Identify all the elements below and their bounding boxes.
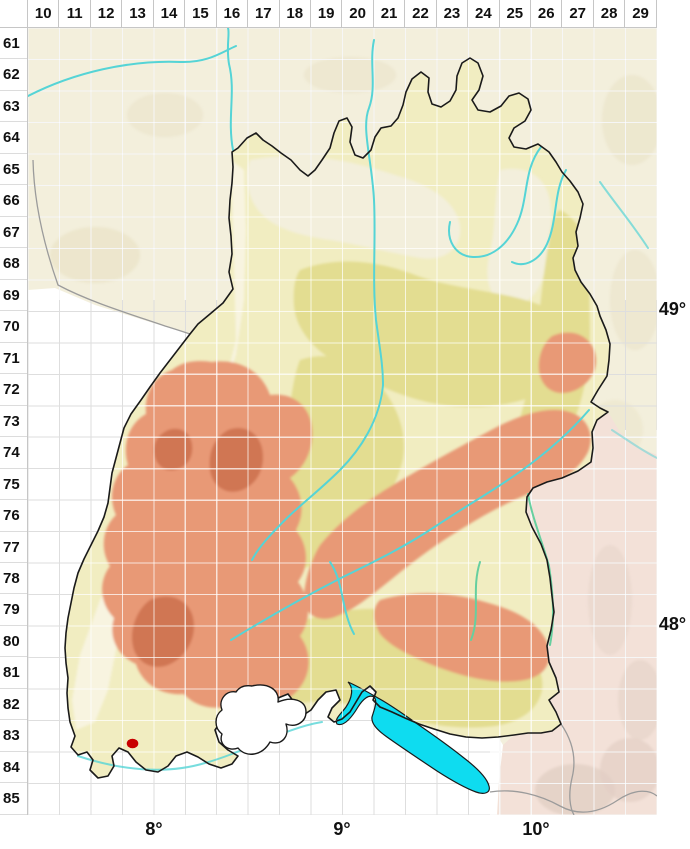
row-header-cell: 73 bbox=[0, 406, 27, 438]
column-header-cell: 15 bbox=[185, 0, 217, 27]
column-header-cell: 17 bbox=[248, 0, 280, 27]
row-header-cell: 75 bbox=[0, 469, 27, 501]
row-header-cell: 84 bbox=[0, 752, 27, 784]
column-header-cell: 19 bbox=[311, 0, 343, 27]
row-header-cell: 68 bbox=[0, 248, 27, 280]
lake-constance bbox=[335, 681, 490, 794]
row-header-cell: 76 bbox=[0, 500, 27, 532]
column-header-cell: 26 bbox=[531, 0, 563, 27]
column-header-cell: 27 bbox=[562, 0, 594, 27]
row-header-cell: 72 bbox=[0, 374, 27, 406]
row-header-cell: 65 bbox=[0, 154, 27, 186]
longitude-axis bbox=[0, 815, 690, 849]
row-header-cell: 61 bbox=[0, 28, 27, 60]
latitude-label-49: 49° bbox=[658, 299, 687, 319]
row-header-cell: 80 bbox=[0, 626, 27, 658]
latitude-axis bbox=[657, 0, 690, 815]
row-header-cell: 74 bbox=[0, 437, 27, 469]
state-terrain bbox=[72, 155, 596, 730]
outside-terrain-southeast bbox=[497, 412, 657, 815]
column-header-cell: 14 bbox=[154, 0, 186, 27]
column-header-cell: 29 bbox=[625, 0, 657, 27]
foreign-borders bbox=[32, 159, 657, 815]
column-header-cell: 24 bbox=[468, 0, 500, 27]
row-header-cell: 69 bbox=[0, 280, 27, 312]
column-header-cell: 18 bbox=[280, 0, 311, 27]
column-header-cell: 21 bbox=[374, 0, 406, 27]
row-header: 61 62 63 64 65 66 67 68 69 70 71 72 73 74 75 76 77 78 79 80… bbox=[0, 28, 28, 815]
column-header-cell: 22 bbox=[405, 0, 437, 27]
map-canvas[interactable] bbox=[28, 28, 657, 815]
corner-cell bbox=[0, 0, 28, 28]
latitude-label-48: 48° bbox=[658, 614, 687, 634]
row-header-cell: 67 bbox=[0, 217, 27, 249]
border-enclave bbox=[215, 684, 307, 755]
row-header-cell: 79 bbox=[0, 594, 27, 626]
longitude-label-8: 8° bbox=[145, 819, 163, 839]
column-header-cell: 16 bbox=[217, 0, 249, 27]
row-header-cell: 66 bbox=[0, 185, 27, 217]
row-header-cell: 62 bbox=[0, 59, 27, 91]
column-header-cell: 25 bbox=[500, 0, 531, 27]
column-header: 10 11 12 13 14 15 16 17 18 19 20 21 22 23 24 25 26 27 28 29 bbox=[28, 0, 657, 28]
column-header-cell: 12 bbox=[91, 0, 123, 27]
occurrence-marker[interactable] bbox=[126, 738, 139, 749]
row-header-cell: 82 bbox=[0, 689, 27, 721]
longitude-label-10: 10° bbox=[522, 819, 550, 839]
row-header-cell: 70 bbox=[0, 311, 27, 343]
row-header-cell: 85 bbox=[0, 783, 27, 815]
row-header-cell: 63 bbox=[0, 91, 27, 123]
column-header-cell: 11 bbox=[59, 0, 91, 27]
row-header-cell: 77 bbox=[0, 532, 27, 563]
column-header-cell: 28 bbox=[594, 0, 626, 27]
row-header-cell: 83 bbox=[0, 720, 27, 752]
column-header-cell: 20 bbox=[342, 0, 374, 27]
column-header-cell: 13 bbox=[122, 0, 154, 27]
column-header-cell: 23 bbox=[437, 0, 469, 27]
row-header-cell: 64 bbox=[0, 122, 27, 154]
row-header-cell: 78 bbox=[0, 563, 27, 595]
column-header-cell: 10 bbox=[28, 0, 60, 27]
row-header-cell: 71 bbox=[0, 343, 27, 375]
outside-mountains bbox=[535, 545, 657, 815]
longitude-label-9: 9° bbox=[333, 819, 351, 839]
row-header-cell: 81 bbox=[0, 657, 27, 689]
